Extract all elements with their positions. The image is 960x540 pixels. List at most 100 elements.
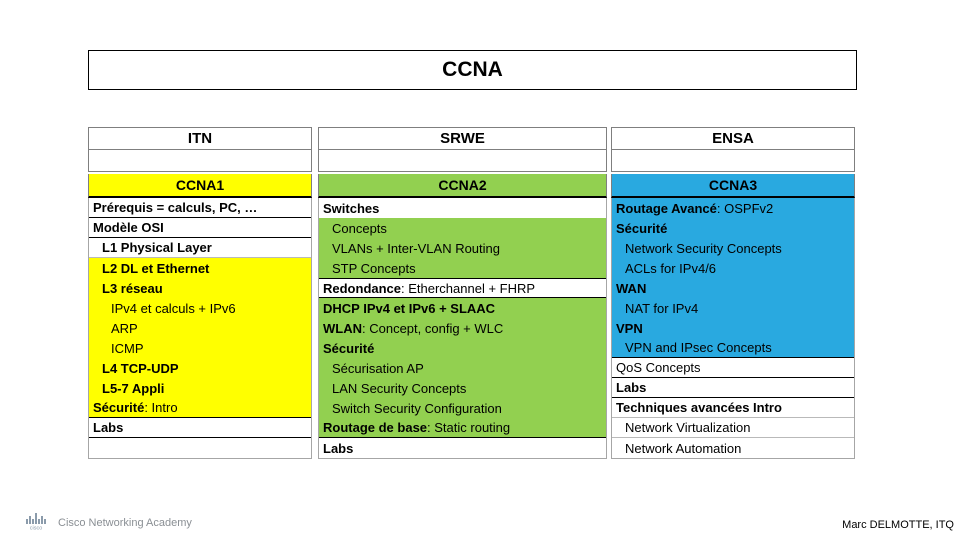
table-row: L3 réseau	[89, 278, 311, 298]
table-row: LAN Security Concepts	[319, 378, 606, 398]
table-row: Network Security Concepts	[612, 238, 854, 258]
row-text: L5-7 Appli	[102, 380, 165, 396]
row-text: Labs	[323, 440, 354, 456]
table-row: L2 DL et Ethernet	[89, 258, 311, 278]
row-text: L3 réseau	[102, 280, 163, 296]
row-text: : Static routing	[427, 420, 511, 435]
table-row: L1 Physical Layer	[89, 238, 311, 258]
table-row: STP Concepts	[319, 258, 606, 278]
table-row: Routage de base : Static routing	[319, 418, 606, 438]
table-row: Switch Security Configuration	[319, 398, 606, 418]
course-tables: ITN CCNA1 Prérequis = calculs, PC, … Modèle…	[88, 127, 855, 459]
table-row: DHCP IPv4 et IPv6 + SLAAC	[319, 298, 606, 318]
table-row: Concepts	[319, 218, 606, 238]
table-row	[89, 438, 311, 458]
table-row: VLANs + Inter-VLAN Routing	[319, 238, 606, 258]
table-row: WAN	[612, 278, 854, 298]
row-text: Routage Avancé	[616, 200, 717, 216]
cisco-logo-icon: cisco	[26, 513, 46, 531]
row-text: VLANs + Inter-VLAN Routing	[332, 240, 500, 256]
table-row: L4 TCP-UDP	[89, 358, 311, 378]
table-body: Switches Concepts VLANs + Inter-VLAN Routi…	[318, 198, 607, 459]
row-text: Sécurité	[323, 340, 375, 356]
row-text: DHCP IPv4 et IPv6 + SLAAC	[323, 300, 496, 316]
course-table-srwe: SRWE CCNA2 Switches Concepts VLANs + Inter-V…	[318, 127, 607, 459]
row-text: Redondance	[323, 280, 402, 296]
table-row: Sécurité	[319, 338, 606, 358]
table-body: Routage Avancé : OSPFv2 Sécurité Network S…	[611, 198, 855, 459]
table-row: NAT for IPv4	[612, 298, 854, 318]
row-text: Labs	[616, 380, 647, 395]
table-header-itn: ITN	[88, 127, 312, 150]
row-text: L2 DL et Ethernet	[102, 260, 210, 276]
table-row: Switches	[319, 198, 606, 218]
table-row: ACLs for IPv4/6	[612, 258, 854, 278]
table-row: WLAN : Concept, config + WLC	[319, 318, 606, 338]
row-text: IPv4 et calculs + IPv6	[111, 300, 236, 316]
row-text: Modèle OSI	[93, 220, 164, 235]
table-row: VPN and IPsec Concepts	[612, 338, 854, 358]
row-text: Sécurité	[93, 400, 145, 415]
row-text: Network Security Concepts	[625, 240, 782, 256]
page-title: CCNA	[442, 58, 503, 81]
row-text: STP Concepts	[332, 260, 416, 276]
row-text: VPN	[616, 320, 643, 336]
row-text: Concepts	[332, 220, 387, 236]
table-row: Routage Avancé : OSPFv2	[612, 198, 854, 218]
badge-ccna3: CCNA3	[611, 174, 855, 198]
row-text: Labs	[93, 420, 124, 435]
row-text: Switches	[323, 200, 380, 216]
course-table-itn: ITN CCNA1 Prérequis = calculs, PC, … Modèle…	[88, 127, 312, 459]
table-row: IPv4 et calculs + IPv6	[89, 298, 311, 318]
row-text: ARP	[111, 320, 138, 336]
row-text: : Etherchannel + FHRP	[401, 280, 536, 296]
table-row: Redondance : Etherchannel + FHRP	[319, 278, 606, 298]
row-text: LAN Security Concepts	[332, 380, 467, 396]
course-table-ensa: ENSA CCNA3 Routage Avancé : OSPFv2 Sécurité…	[611, 127, 855, 459]
table-row: Modèle OSI	[89, 218, 311, 238]
table-row: Labs	[89, 418, 311, 438]
row-text: WLAN	[323, 320, 362, 336]
row-text: Network Virtualization	[625, 420, 751, 435]
table-row: Network Automation	[612, 438, 854, 458]
row-text: Prérequis = calculs, PC, …	[93, 200, 258, 215]
row-text: Network Automation	[625, 440, 742, 456]
row-text: Switch Security Configuration	[332, 400, 502, 416]
badge-ccna1: CCNA1	[88, 174, 312, 198]
row-text: Techniques avancées Intro	[616, 400, 782, 415]
badge-ccna2: CCNA2	[318, 174, 607, 198]
row-text: L1 Physical Layer	[102, 240, 212, 255]
table-row: Labs	[319, 438, 606, 458]
footer-brand: cisco Cisco Networking Academy	[26, 512, 192, 530]
table-row: Network Virtualization	[612, 418, 854, 438]
brand-text: Cisco Networking Academy	[58, 517, 192, 529]
table-row: L5-7 Appli	[89, 378, 311, 398]
table-spacer	[318, 150, 607, 172]
table-row: Sécurité	[612, 218, 854, 238]
table-row: Techniques avancées Intro	[612, 398, 854, 418]
cisco-logo-wordmark: cisco	[30, 526, 43, 531]
row-text: : Concept, config + WLC	[362, 320, 504, 336]
table-row: Sécurisation AP	[319, 358, 606, 378]
row-text: ICMP	[111, 340, 144, 356]
table-header-ensa: ENSA	[611, 127, 855, 150]
row-text: Sécurité	[616, 220, 668, 236]
table-row: ICMP	[89, 338, 311, 358]
row-text: Sécurisation AP	[332, 360, 424, 376]
table-row: VPN	[612, 318, 854, 338]
row-text: L4 TCP-UDP	[102, 360, 179, 376]
row-text: : Intro	[144, 400, 178, 415]
table-row: Sécurité : Intro	[89, 398, 311, 418]
row-text: VPN and IPsec Concepts	[625, 340, 772, 355]
row-text: WAN	[616, 280, 647, 296]
row-text: QoS Concepts	[616, 360, 701, 375]
row-text: : OSPFv2	[716, 200, 774, 216]
table-row: Prérequis = calculs, PC, …	[89, 198, 311, 218]
table-row: QoS Concepts	[612, 358, 854, 378]
row-text: NAT for IPv4	[625, 300, 699, 316]
table-body: Prérequis = calculs, PC, … Modèle OSI L1 P…	[88, 198, 312, 459]
table-row: ARP	[89, 318, 311, 338]
table-spacer	[611, 150, 855, 172]
row-text: ACLs for IPv4/6	[625, 260, 717, 276]
table-header-srwe: SRWE	[318, 127, 607, 150]
